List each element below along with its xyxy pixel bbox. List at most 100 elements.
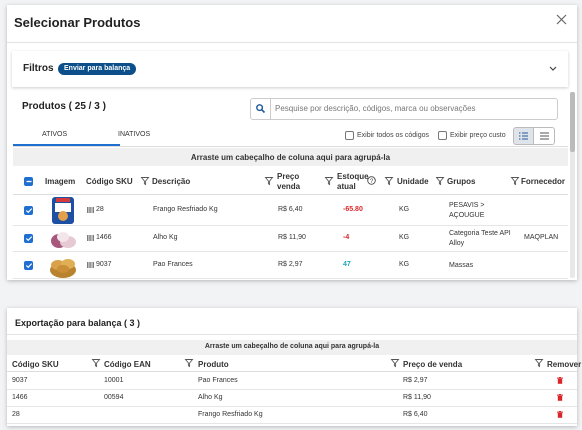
check-mark bbox=[25, 236, 32, 242]
filter-icon bbox=[390, 359, 400, 368]
product-image bbox=[52, 197, 74, 224]
checkbox[interactable] bbox=[24, 234, 33, 243]
option-label: Exibir todos os códigos bbox=[357, 132, 429, 139]
header-divider bbox=[13, 194, 568, 195]
column-header: Unidade bbox=[397, 177, 429, 186]
row-divider bbox=[7, 406, 577, 407]
row-divider bbox=[13, 251, 568, 252]
scroll-thumb[interactable] bbox=[570, 92, 575, 152]
remove-button[interactable] bbox=[557, 411, 563, 418]
remove-button[interactable] bbox=[557, 394, 563, 401]
cell-product: Alho Kg bbox=[198, 394, 223, 401]
checkbox[interactable] bbox=[24, 206, 33, 215]
description: Frango Resfriado Kg bbox=[153, 206, 218, 213]
tab[interactable]: ATIVOS bbox=[42, 131, 68, 138]
stock: -65.80 bbox=[343, 206, 363, 213]
sku: 28 bbox=[96, 206, 104, 213]
search-icon-box bbox=[250, 98, 271, 120]
cell-ean: 00594 bbox=[104, 394, 124, 401]
expand-chevron[interactable] bbox=[549, 66, 557, 71]
svg-text:?: ? bbox=[370, 179, 374, 185]
group: PESAVIS > AÇOUGUE bbox=[449, 202, 485, 219]
search-icon bbox=[256, 104, 266, 114]
cell-sku: 28 bbox=[12, 411, 20, 418]
filter-icon bbox=[91, 359, 101, 368]
scrollbar[interactable] bbox=[570, 92, 575, 278]
sku: 9037 bbox=[96, 260, 112, 268]
column-header: Imagem bbox=[45, 177, 76, 186]
column-header: Descrição bbox=[152, 177, 191, 186]
remove-button[interactable] bbox=[557, 377, 563, 384]
unit: KG bbox=[399, 206, 410, 213]
cell-product: Pao Frances bbox=[198, 377, 238, 384]
cell-product: Frango Resfriado Kg bbox=[198, 411, 263, 418]
row-divider bbox=[13, 278, 568, 279]
checkbox[interactable] bbox=[345, 131, 354, 140]
search-box[interactable] bbox=[250, 98, 558, 120]
filters-label: Filtros bbox=[23, 63, 54, 74]
cell-price: R$ 6,40 bbox=[403, 411, 428, 418]
group-hint: Arraste um cabeçalho de coluna aqui para… bbox=[190, 153, 391, 162]
product-dialog bbox=[7, 5, 577, 280]
filter-icon bbox=[184, 359, 194, 368]
group-hint: Arraste um cabeçalho de coluna aqui para… bbox=[204, 343, 380, 350]
group-band bbox=[7, 340, 577, 355]
filter-icon bbox=[264, 177, 274, 186]
dialog-title: Selecionar Produtos bbox=[14, 15, 141, 30]
price: R$ 11,90 bbox=[278, 234, 306, 241]
checkbox[interactable] bbox=[24, 260, 33, 270]
cell-sku: 9037 bbox=[12, 377, 28, 384]
column-header: Estoque atual bbox=[337, 172, 369, 191]
column-header: Preço venda bbox=[277, 172, 301, 191]
help-icon: ? bbox=[367, 176, 376, 185]
cell-price: R$ 2,97 bbox=[403, 377, 428, 384]
tab-divider bbox=[13, 146, 568, 147]
column-header: Fornecedor bbox=[521, 177, 566, 186]
option-label: Exibir preço custo bbox=[450, 132, 506, 139]
filters-badge[interactable]: Enviar para balança bbox=[58, 63, 137, 75]
cell-sku: 1466 bbox=[12, 394, 28, 401]
cell-price: R$ 11,90 bbox=[403, 394, 431, 401]
close-button[interactable] bbox=[556, 14, 567, 25]
tab[interactable]: INATIVOS bbox=[118, 131, 151, 138]
column-header: Código EAN bbox=[104, 360, 151, 369]
price: R$ 6,40 bbox=[278, 206, 303, 213]
unit: KG bbox=[399, 260, 410, 268]
filter-icon bbox=[435, 177, 445, 186]
filter-icon bbox=[140, 177, 150, 186]
column-header: Preço de venda bbox=[403, 360, 463, 369]
barcode-icon bbox=[87, 207, 94, 213]
stock: -4 bbox=[343, 234, 350, 241]
stock: 47 bbox=[343, 260, 351, 268]
filter-icon bbox=[384, 177, 394, 186]
column-header: Remover bbox=[547, 360, 582, 369]
unit: KG bbox=[399, 234, 410, 241]
description: Pao Frances bbox=[153, 260, 193, 268]
column-header: Grupos bbox=[447, 177, 476, 186]
product-image bbox=[50, 259, 76, 278]
checkbox[interactable] bbox=[438, 131, 447, 140]
search-placeholder: Pesquise por descrição, códigos, marca o… bbox=[275, 104, 476, 113]
group: Categoria Teste API Alloy bbox=[449, 230, 511, 247]
description: Alho Kg bbox=[153, 234, 178, 241]
check-mark bbox=[25, 208, 32, 214]
barcode-icon bbox=[87, 261, 94, 268]
check-mark bbox=[26, 180, 31, 183]
product-image bbox=[51, 232, 76, 248]
list-icon bbox=[519, 132, 528, 140]
group: Massas bbox=[449, 261, 474, 269]
active-tab-underline bbox=[13, 144, 120, 146]
supplier: MAQPLAN bbox=[524, 234, 559, 241]
row-divider bbox=[13, 225, 568, 226]
column-header: Código SKU bbox=[12, 360, 59, 369]
products-title: Produtos ( 25 / 3 ) bbox=[22, 101, 106, 112]
filter-icon bbox=[510, 177, 520, 186]
row-divider bbox=[7, 389, 577, 390]
column-header: Produto bbox=[198, 360, 229, 369]
row-divider bbox=[7, 423, 577, 424]
cell-ean: 10001 bbox=[104, 377, 124, 384]
check-mark bbox=[25, 262, 32, 268]
divider bbox=[7, 42, 577, 43]
column-header: Código SKU bbox=[86, 177, 133, 186]
